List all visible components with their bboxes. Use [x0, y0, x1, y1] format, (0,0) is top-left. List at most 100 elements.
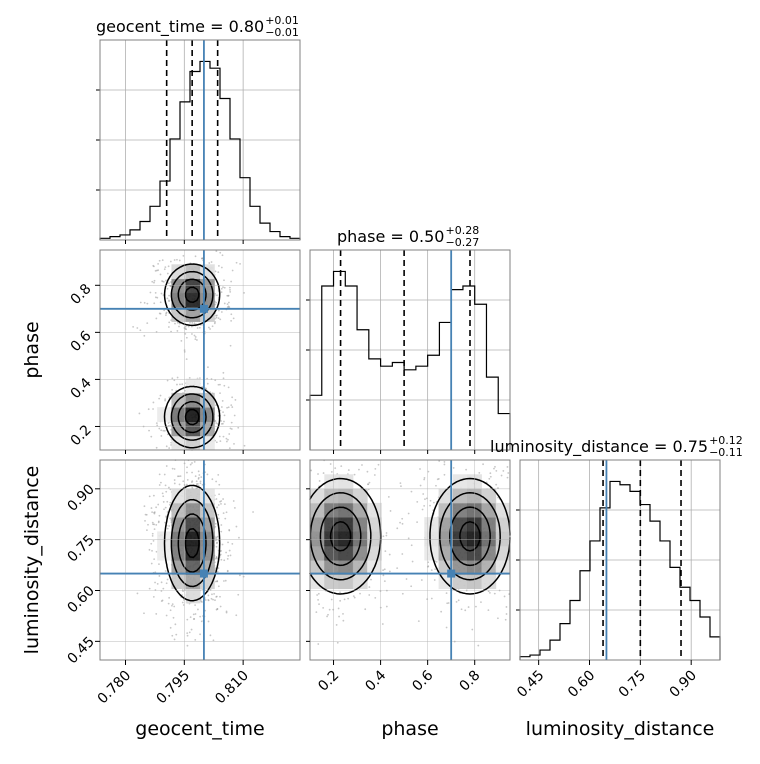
scatter-point	[154, 292, 157, 294]
scatter-point	[416, 521, 418, 523]
scatter-point	[230, 313, 233, 316]
scatter-point	[215, 441, 218, 444]
density-cell	[310, 488, 325, 504]
scatter-point	[160, 435, 163, 437]
truth-marker	[199, 569, 208, 578]
scatter-point	[214, 270, 217, 273]
scatter-point	[401, 553, 404, 555]
scatter-point	[227, 386, 230, 389]
title-superscript: +0.01	[265, 14, 299, 27]
scatter-point	[387, 496, 390, 498]
scatter-point	[146, 322, 149, 325]
scatter-point	[160, 292, 163, 295]
scatter-point	[234, 399, 237, 401]
scatter-point	[230, 404, 233, 407]
scatter-point	[310, 469, 313, 472]
scatter-point	[385, 534, 388, 537]
scatter-point	[230, 319, 233, 322]
scatter-point	[330, 598, 333, 601]
scatter-point	[422, 493, 425, 495]
contour-level	[184, 528, 200, 559]
density-cell	[324, 531, 340, 547]
scatter-point	[164, 521, 167, 524]
scatter-point	[399, 482, 402, 485]
y-tick-label: 0.75	[64, 532, 97, 565]
scatter-point	[196, 339, 198, 341]
density-cell	[310, 502, 325, 518]
x-tick-label: 0.45	[514, 668, 547, 701]
scatter-point	[223, 286, 226, 289]
density-cell	[452, 574, 468, 590]
scatter-point	[196, 327, 199, 329]
scatter-point	[215, 608, 218, 611]
scatter-point	[329, 463, 332, 465]
scatter-point	[163, 429, 166, 432]
scatter-point	[232, 500, 235, 502]
scatter-point	[155, 523, 158, 526]
scatter-point	[165, 582, 168, 585]
scatter-point	[223, 420, 225, 423]
x-tick-label: 0.810	[212, 668, 252, 708]
scatter-point	[385, 532, 388, 534]
scatter-point	[171, 467, 174, 470]
scatter-point	[230, 421, 233, 424]
scatter-point	[457, 599, 460, 602]
scatter-point	[173, 468, 176, 470]
scatter-point	[220, 530, 223, 533]
scatter-point	[191, 333, 193, 335]
scatter-point	[164, 266, 167, 268]
scatter-point	[153, 558, 156, 561]
scatter-point	[184, 332, 187, 335]
scatter-point	[171, 377, 174, 380]
scatter-point	[225, 610, 228, 613]
scatter-point	[164, 570, 167, 572]
scatter-point	[327, 613, 329, 616]
scatter-point	[443, 463, 446, 466]
y-tick-label: 0.45	[64, 634, 97, 667]
scatter-point	[156, 582, 159, 585]
density-cell	[352, 517, 368, 532]
density-cell	[452, 488, 468, 504]
scatter-point	[220, 266, 223, 269]
scatter-point	[163, 508, 165, 511]
scatter-point	[353, 473, 356, 476]
scatter-point	[368, 586, 371, 588]
scatter-point	[225, 440, 228, 443]
scatter-point	[176, 258, 178, 261]
scatter-point	[138, 412, 141, 415]
scatter-point	[132, 325, 135, 328]
density-cell	[338, 474, 354, 490]
scatter-point	[445, 626, 448, 629]
truth-marker	[447, 569, 456, 578]
density-cell	[338, 545, 354, 561]
scatter-point	[152, 539, 155, 542]
scatter-point	[440, 610, 443, 613]
scatter-point	[436, 478, 439, 481]
scatter-point	[373, 474, 376, 476]
scatter-point	[340, 465, 343, 468]
scatter-point	[433, 579, 436, 581]
scatter-point	[161, 259, 164, 262]
scatter-point	[208, 262, 211, 264]
scatter-point	[231, 396, 234, 399]
scatter-point	[185, 483, 188, 486]
scatter-point	[168, 300, 170, 303]
scatter-point	[223, 279, 225, 282]
scatter-point	[223, 302, 226, 305]
scatter-point	[435, 560, 438, 563]
scatter-point	[180, 339, 183, 342]
density-cell	[452, 474, 468, 490]
scatter-point	[194, 338, 197, 341]
scatter-point	[502, 470, 505, 472]
scatter-point	[215, 536, 218, 539]
scatter-point	[446, 602, 449, 605]
scatter-point	[230, 280, 233, 283]
scatter-point	[217, 504, 220, 506]
scatter-point	[433, 501, 435, 504]
scatter-point	[186, 466, 188, 469]
scatter-point	[155, 506, 158, 509]
scatter-point	[190, 325, 193, 328]
panel-phase_vs_geocent_time	[99, 249, 301, 451]
scatter-point	[215, 556, 218, 558]
scatter-point	[166, 297, 169, 300]
